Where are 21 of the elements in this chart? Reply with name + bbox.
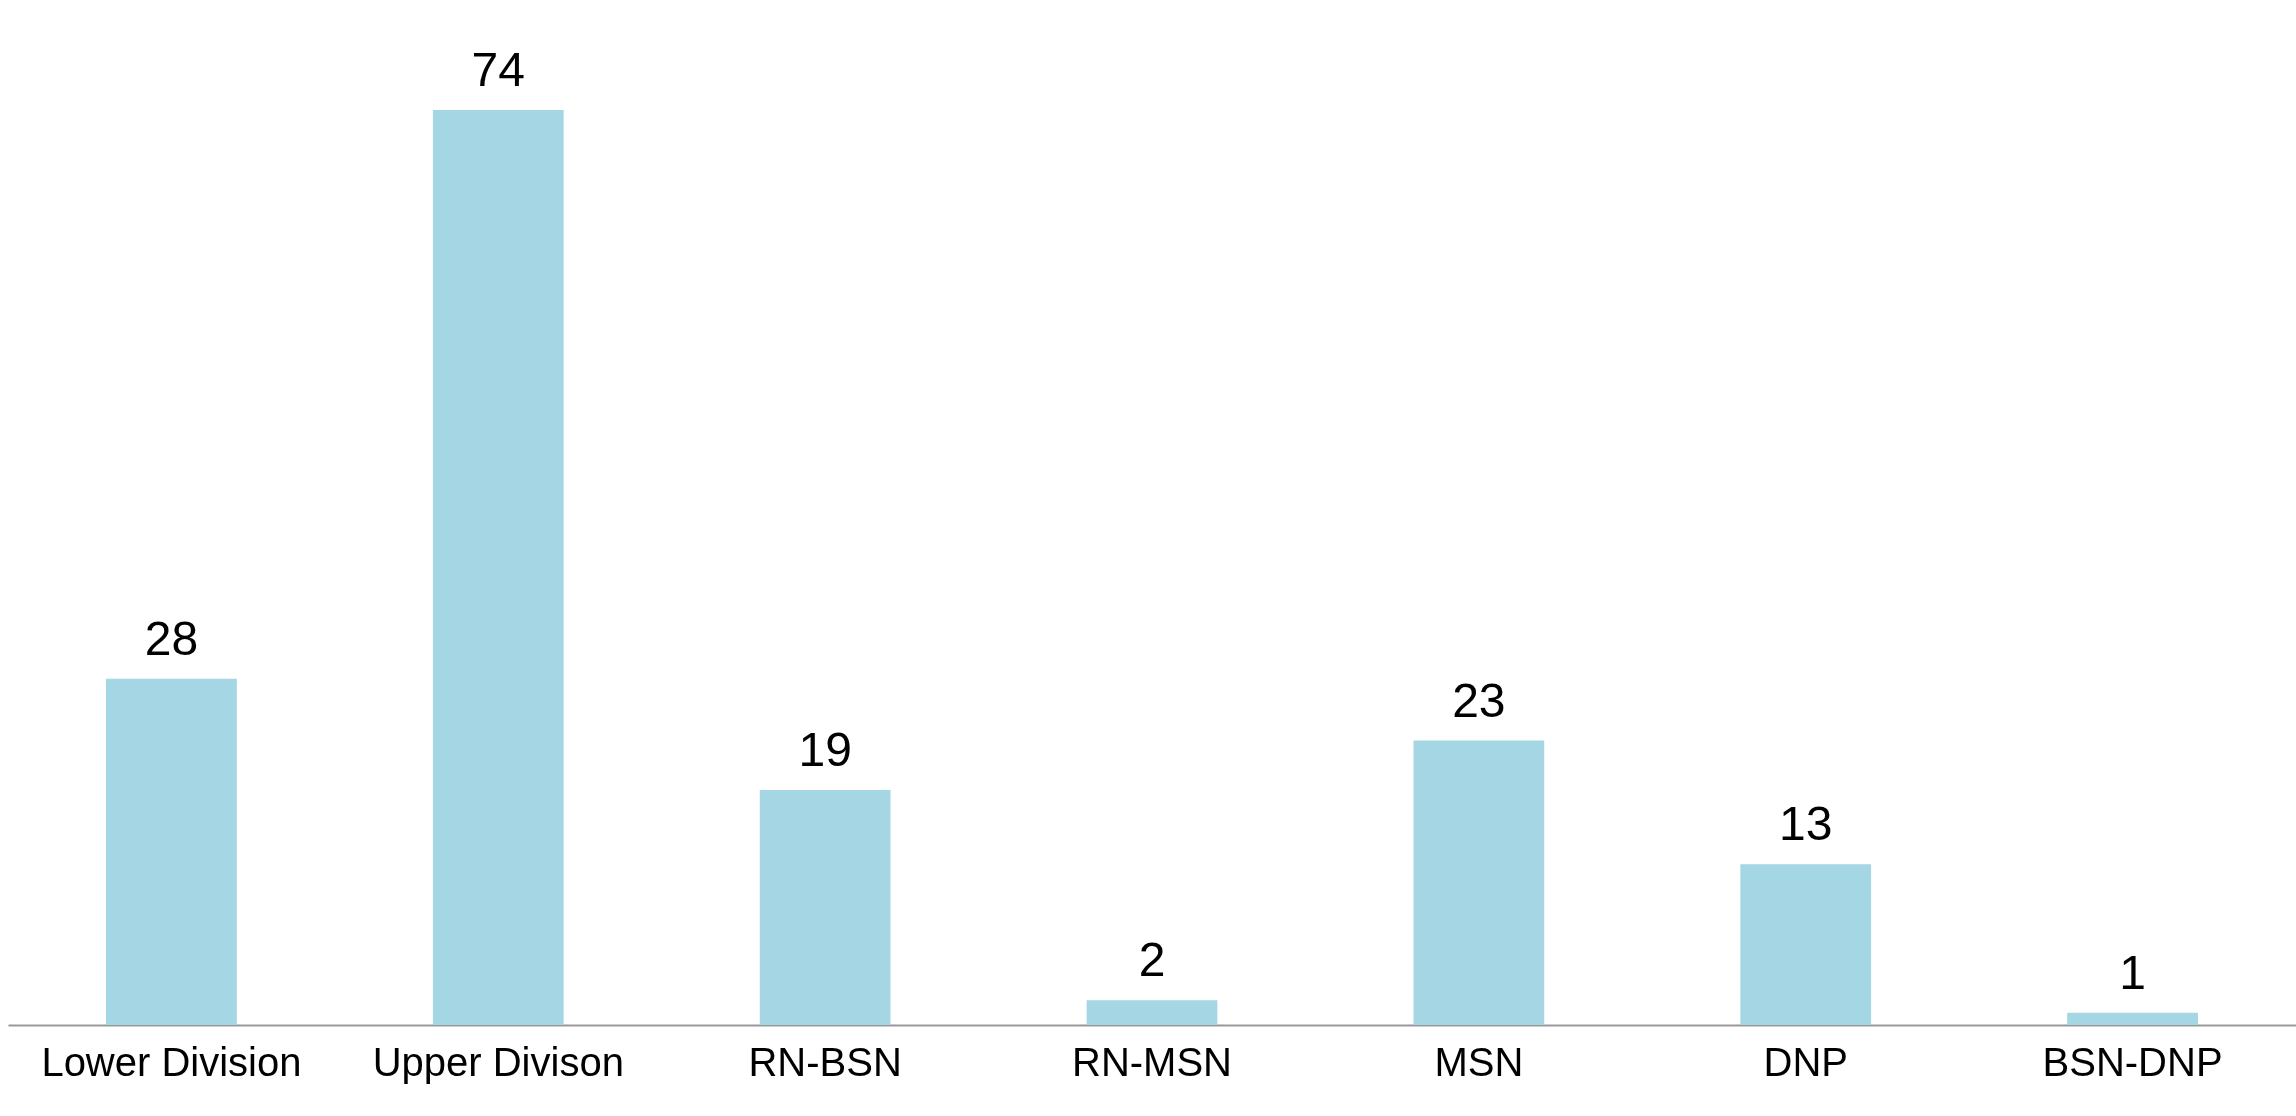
data-label: 13 [1779, 797, 1833, 851]
x-tick-label: RN-MSN [1072, 1039, 1232, 1084]
bar [432, 110, 564, 1025]
data-label: 28 [144, 611, 199, 665]
bar [1413, 740, 1545, 1025]
data-label: 74 [471, 43, 525, 96]
data-label: 23 [1452, 673, 1506, 727]
x-tick-label: RN-BSN [748, 1039, 902, 1084]
data-label: 1 [2119, 945, 2146, 999]
x-tick-label: DNP [1763, 1039, 1848, 1084]
x-tick-label: BSN-DNP [2042, 1039, 2223, 1084]
data-label: 19 [798, 723, 852, 777]
data-label: 2 [1138, 933, 1166, 987]
x-tick-label: Upper Divison [372, 1039, 624, 1084]
bar [759, 790, 891, 1025]
bar [1086, 1000, 1218, 1025]
bar [2067, 1012, 2198, 1025]
bar [106, 678, 237, 1025]
x-tick-label: MSN [1434, 1039, 1524, 1084]
bar [1740, 864, 1872, 1025]
x-tick-label: Lower Division [41, 1039, 302, 1084]
